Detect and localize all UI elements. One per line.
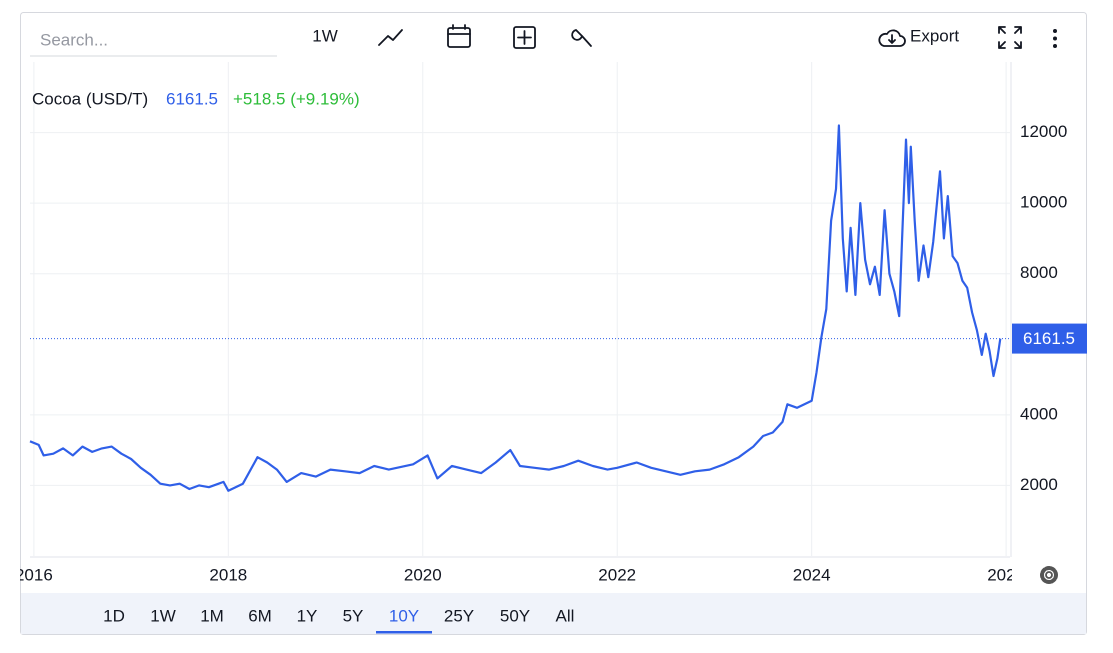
axes: 2000 4000 8000 10000 12000 2016 2018 2020 2022 20… [15, 62, 1087, 584]
y-tick-label: 12000 [1020, 122, 1067, 141]
range-active-underline [376, 631, 432, 634]
price-line [29, 124, 1002, 492]
x-tick-label: 2022 [598, 565, 636, 584]
plot [29, 124, 1010, 492]
range-button[interactable]: 1D [103, 606, 125, 625]
calendar-icon[interactable] [447, 24, 471, 48]
settings-wrench-icon[interactable] [571, 29, 592, 47]
y-tick-label: 2000 [1020, 475, 1058, 494]
range-button[interactable]: All [556, 606, 575, 625]
range-button[interactable]: 6M [248, 606, 272, 625]
y-tick-label: 8000 [1020, 263, 1058, 282]
chart-type-icon[interactable] [378, 29, 403, 46]
interval-button[interactable]: 1W [312, 26, 338, 45]
legend-change: +518.5 (+9.19%) [233, 89, 360, 108]
more-menu-icon[interactable] [1053, 29, 1057, 48]
range-button[interactable]: 50Y [500, 606, 530, 625]
range-button[interactable]: 25Y [444, 606, 474, 625]
grid [30, 62, 1010, 556]
legend-last-value: 6161.5 [166, 89, 218, 108]
range-button[interactable]: 10Y [389, 606, 419, 625]
export-label: Export [910, 26, 959, 45]
x-tick-label: 2026 [987, 565, 1025, 584]
range-button[interactable]: 1M [200, 606, 224, 625]
x-tick-label: 2024 [793, 565, 831, 584]
gear-icon[interactable] [1040, 566, 1058, 584]
x-tick-label: 2016 [15, 565, 53, 584]
legend-name: Cocoa (USD/T) [32, 89, 148, 108]
toolbar: Search... 1W Export [30, 24, 1057, 57]
range-buttons: 1D 1W 1M 6M 1Y 5Y 10Y 25Y 50Y All [103, 606, 575, 634]
export-button[interactable]: Export [878, 26, 959, 47]
range-button[interactable]: 1Y [297, 606, 318, 625]
search-input[interactable]: Search... [40, 30, 108, 49]
last-value-tag [1012, 323, 1087, 354]
y-tick-label: 4000 [1020, 404, 1058, 423]
compare-icon[interactable] [513, 26, 536, 49]
x-tick-label: 2018 [209, 565, 247, 584]
export-icon [878, 29, 906, 47]
frame [20, 12, 1087, 635]
last-value-tag-label: 6161.5 [1023, 329, 1075, 348]
y-tick-label: 10000 [1020, 193, 1067, 212]
fullscreen-icon[interactable] [998, 26, 1022, 49]
range-bar [21, 593, 1086, 634]
range-button[interactable]: 1W [150, 606, 176, 625]
x-tick-label: 2020 [404, 565, 442, 584]
range-button[interactable]: 5Y [343, 606, 364, 625]
